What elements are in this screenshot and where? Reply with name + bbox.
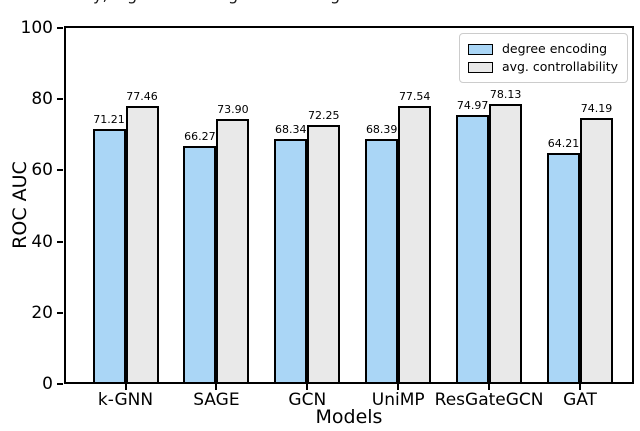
value-label: 71.21 xyxy=(93,112,125,126)
value-label: 78.13 xyxy=(489,87,522,101)
y-tick-mark xyxy=(57,311,63,314)
y-tick-mark xyxy=(57,27,63,29)
bar-degree-encoding-gcn xyxy=(274,138,308,382)
x-tick-mark xyxy=(397,384,400,390)
bar-degree-encoding-sage xyxy=(183,146,217,382)
cropped-caption-line: y, g g g xyxy=(0,0,640,5)
bar-degree-encoding-unimp xyxy=(365,138,399,382)
x-tick-mark xyxy=(306,384,309,390)
value-label: 64.21 xyxy=(547,137,580,151)
bar-avg-controllability-resgategcn xyxy=(489,103,523,382)
y-tick-mark xyxy=(57,240,63,243)
x-tick-label-sage: SAGE xyxy=(193,390,240,410)
cropped-caption-fragment: g xyxy=(330,0,340,3)
bar-degree-encoding-k-gnn xyxy=(92,128,126,382)
x-tick-label-gat: GAT xyxy=(563,390,597,410)
x-axis-label: Models xyxy=(315,406,383,428)
bar-avg-controllability-gcn xyxy=(307,124,341,382)
y-tick-label: 100 xyxy=(20,18,53,38)
plot-area: degree encoding avg. controllability 71.… xyxy=(64,26,634,384)
y-tick-mark xyxy=(57,98,63,101)
value-label: 73.90 xyxy=(217,102,249,116)
bar-avg-controllability-gat xyxy=(580,117,613,382)
legend-item: degree encoding xyxy=(467,41,618,57)
value-label: 74.19 xyxy=(580,101,613,115)
legend-label: avg. controllability xyxy=(501,59,618,74)
value-label: 72.25 xyxy=(308,108,340,122)
x-tick-label-k-gnn: k-GNN xyxy=(97,390,154,410)
bar-degree-encoding-gat xyxy=(547,153,580,382)
value-label: 77.54 xyxy=(398,89,431,103)
legend-swatch-degree-encoding xyxy=(467,43,493,55)
legend-label: degree encoding xyxy=(501,41,608,56)
y-tick-label: 0 xyxy=(42,374,53,394)
cropped-caption-fragment: y, xyxy=(93,0,108,3)
value-label: 68.34 xyxy=(275,122,307,136)
bar-avg-controllability-k-gnn xyxy=(125,106,159,382)
value-label: 68.39 xyxy=(365,122,398,136)
value-label: 74.97 xyxy=(456,99,489,113)
legend-item: avg. controllability xyxy=(467,59,618,75)
x-tick-mark xyxy=(579,384,581,390)
legend-swatch-avg-controllability xyxy=(467,61,493,73)
bar-degree-encoding-resgategcn xyxy=(456,115,490,382)
value-label: 77.46 xyxy=(126,90,158,104)
bar-avg-controllability-unimp xyxy=(398,105,432,382)
y-tick-mark xyxy=(57,383,63,385)
cropped-caption-fragment: g xyxy=(228,0,238,3)
x-tick-label-gcn: GCN xyxy=(288,390,327,410)
value-label: 66.27 xyxy=(184,130,216,144)
x-tick-label-unimp: UniMP xyxy=(371,390,425,410)
y-tick-label: 80 xyxy=(31,89,53,110)
y-tick-label: 20 xyxy=(31,302,53,323)
y-tick-label: 60 xyxy=(31,160,53,181)
x-tick-mark xyxy=(488,384,491,390)
bar-avg-controllability-sage xyxy=(216,118,250,382)
y-tick-label: 40 xyxy=(31,231,53,252)
x-tick-mark xyxy=(124,384,127,390)
cropped-caption-fragment: g xyxy=(127,0,137,3)
y-tick-mark xyxy=(57,169,63,172)
x-tick-label-resgategcn: ResGateGCN xyxy=(434,390,544,410)
legend: degree encoding avg. controllability xyxy=(458,33,628,83)
x-tick-mark xyxy=(215,384,218,390)
